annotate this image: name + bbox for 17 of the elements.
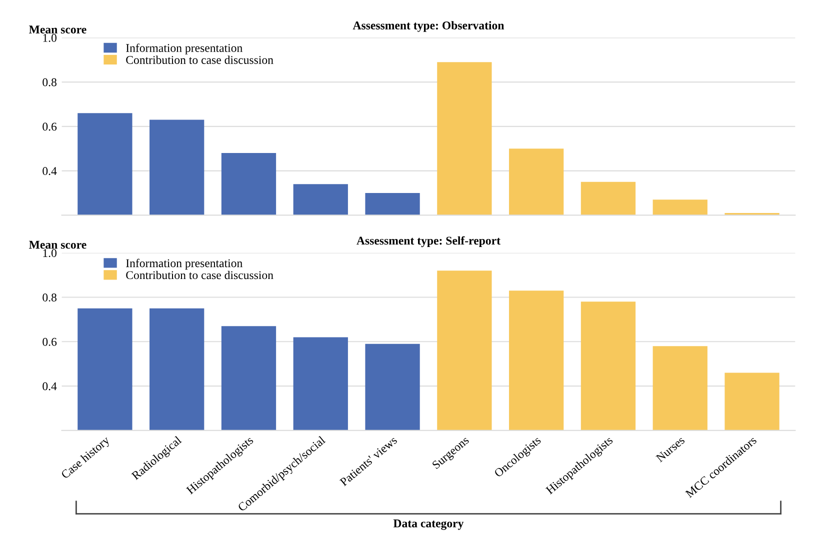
chart-title: Assessment type: Self-report [356, 236, 500, 248]
y-tick-label: 0.6 [42, 338, 57, 346]
legend-label: Contribution to case discussion [126, 56, 274, 64]
legend-label: Information presentation [126, 44, 242, 54]
y-tick-label: 0.4 [42, 382, 57, 390]
x-axis-title: Data category [393, 520, 464, 530]
y-tick-label: 1.0 [43, 34, 56, 42]
legend-label: Contribution to case discussion [126, 270, 274, 280]
chart-title: Assessment type: Observation [352, 21, 504, 32]
y-tick-label: 0.8 [42, 78, 56, 86]
y-axis-title: Mean score [29, 240, 86, 249]
y-tick-label: 0.8 [42, 293, 56, 302]
y-axis-title: Mean score [29, 26, 86, 34]
legend-label: Information presentation [126, 258, 242, 270]
y-tick-label: 0.4 [42, 167, 57, 176]
y-tick-label: 0.6 [42, 122, 57, 131]
y-tick-label: 1.0 [43, 249, 56, 258]
